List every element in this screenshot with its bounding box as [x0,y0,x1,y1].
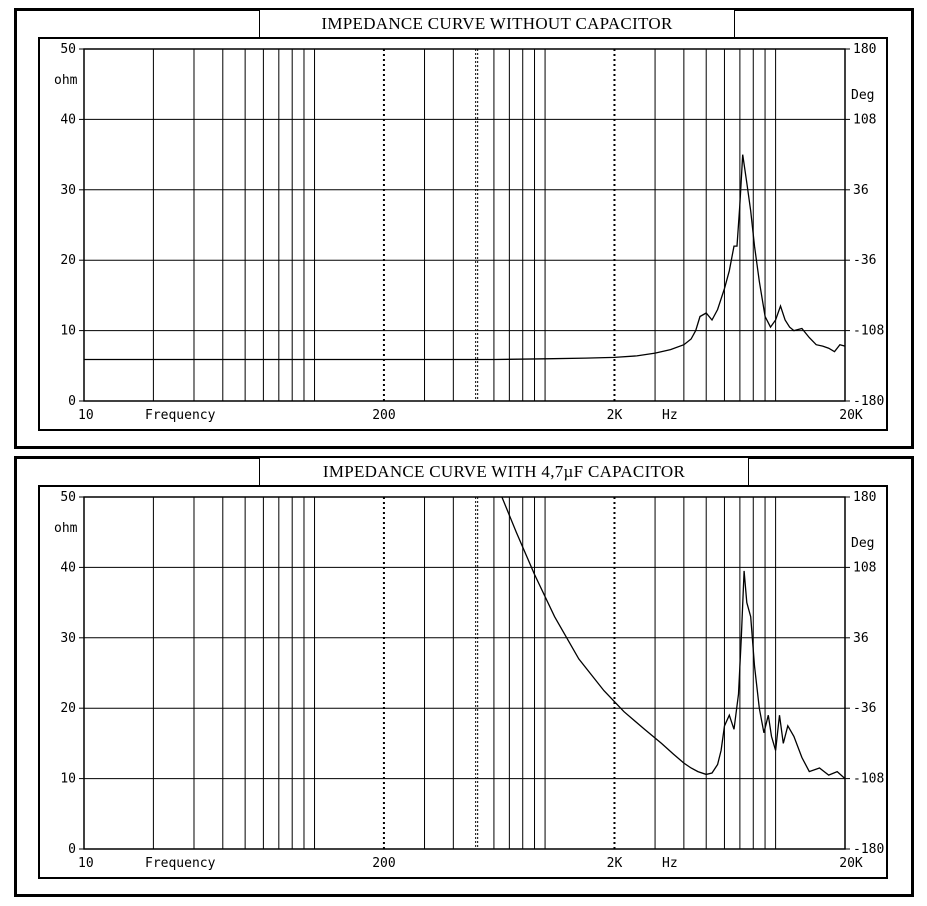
impedance-curve [84,154,846,361]
x-tick-label: 10 [78,408,94,423]
y-tick-label: 50 [60,490,76,505]
gridlines [84,49,845,401]
y2-tick-label: 180 [853,42,876,57]
y2-tick-label: -36 [853,253,876,268]
y-tick-label: 20 [60,701,76,716]
impedance-curve [501,496,846,780]
y2-tick-label: -180 [853,394,884,409]
chart-panel-1: IMPEDANCE CURVE WITHOUT CAPACITOR 0 10 20 3… [14,8,914,449]
y-axis-label: ohm [54,521,78,536]
y-axis-label: ohm [54,73,78,88]
y-tick-label: 30 [60,631,76,646]
y-tick-label: 0 [68,394,76,409]
x-axis-label: Frequency [145,408,216,423]
y-tick-label: 10 [60,324,76,339]
gridlines [84,497,845,849]
chart-title: IMPEDANCE CURVE WITH 4,7µF CAPACITOR [259,458,749,486]
y2-tick-label: 108 [853,112,876,127]
x-tick-label: 200 [372,856,395,871]
y2-tick-label: -180 [853,842,884,857]
plot-frame [38,485,888,879]
y-tick-label: 20 [60,253,76,268]
x-tick-label: 20K [839,856,863,871]
plot-area-border [83,48,846,402]
x-tick-label: 20K [839,408,863,423]
y-tick-label: 50 [60,42,76,57]
y-tick-label: 30 [60,183,76,198]
y2-axis-label: Deg [851,88,874,103]
plot-frame [38,37,888,431]
y2-axis-label: Deg [851,536,874,551]
x-tick-label: 10 [78,856,94,871]
x-axis-unit: Hz [662,856,678,871]
y-tick-label: 40 [60,560,76,575]
x-axis-label: Frequency [145,856,216,871]
y2-tick-label: -36 [853,701,876,716]
y2-tick-label: -108 [853,772,884,787]
y-tick-label: 0 [68,842,76,857]
y-tick-label: 40 [60,112,76,127]
chart-panel-2: IMPEDANCE CURVE WITH 4,7µF CAPACITOR 0 10… [14,456,914,897]
y2-tick-label: -108 [853,324,884,339]
x-tick-label: 2K [607,856,623,871]
x-axis-unit: Hz [662,408,678,423]
y2-tick-label: 36 [853,631,869,646]
y2-tick-label: 36 [853,183,869,198]
plot-area-border [83,496,846,850]
y2-tick-label: 108 [853,560,876,575]
x-tick-label: 200 [372,408,395,423]
y-tick-label: 10 [60,772,76,787]
chart-title: IMPEDANCE CURVE WITHOUT CAPACITOR [259,10,735,38]
x-tick-label: 2K [607,408,623,423]
y2-tick-label: 180 [853,490,876,505]
